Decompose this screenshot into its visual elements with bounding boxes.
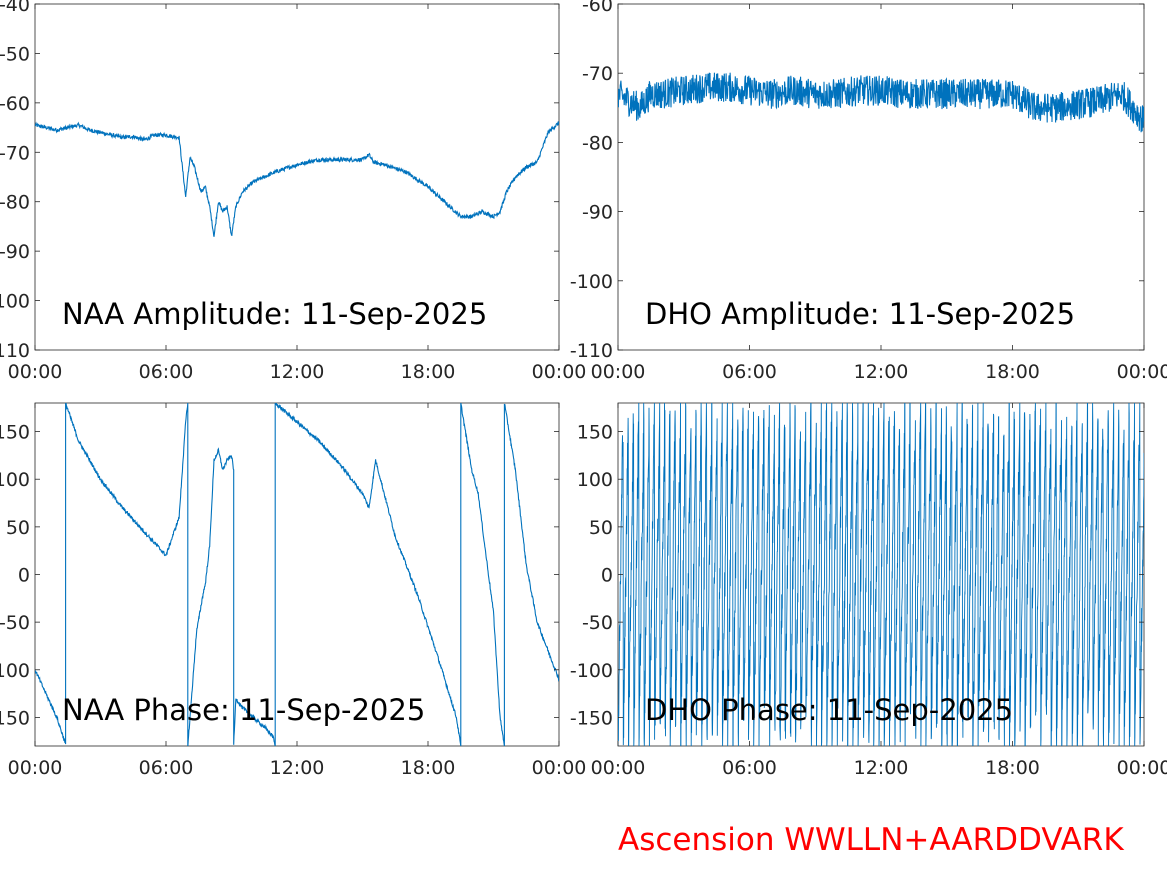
- y-tick-label: 100: [0, 469, 30, 491]
- y-tick-label: -150: [0, 707, 30, 729]
- x-tick-label: 00:00: [532, 757, 587, 779]
- x-tick-label: 00:00: [591, 757, 646, 779]
- x-tick-label: 12:00: [270, 757, 325, 779]
- x-tick-label: 18:00: [401, 361, 456, 383]
- y-tick-label: -60: [582, 0, 613, 16]
- y-tick-label: 50: [6, 517, 30, 539]
- y-tick-label: -110: [0, 340, 30, 362]
- y-tick-label: -90: [0, 241, 30, 263]
- series-line: [618, 72, 1144, 133]
- x-tick-label: 18:00: [985, 361, 1040, 383]
- panel-title: DHO Phase: 11-Sep-2025: [645, 693, 1013, 727]
- y-tick-label: -70: [582, 63, 613, 85]
- y-tick-label: -90: [582, 202, 613, 224]
- y-tick-label: -100: [0, 291, 30, 313]
- y-tick-label: -80: [582, 132, 613, 154]
- x-tick-label: 18:00: [985, 757, 1040, 779]
- y-tick-label: 0: [18, 565, 30, 587]
- x-tick-label: 00:00: [8, 757, 63, 779]
- x-tick-label: 18:00: [401, 757, 456, 779]
- x-tick-label: 12:00: [854, 361, 909, 383]
- y-tick-label: -50: [582, 612, 613, 634]
- series-line: [35, 121, 559, 237]
- x-tick-label: 12:00: [854, 757, 909, 779]
- x-tick-label: 00:00: [532, 361, 587, 383]
- y-tick-label: -70: [0, 142, 30, 164]
- y-tick-label: 150: [0, 422, 30, 444]
- y-tick-label: -110: [570, 340, 613, 362]
- y-tick-label: 100: [577, 469, 613, 491]
- series-line: [618, 403, 1144, 746]
- y-tick-label: -100: [570, 660, 613, 682]
- panel-title: NAA Phase: 11-Sep-2025: [62, 693, 425, 727]
- x-tick-label: 06:00: [722, 361, 777, 383]
- x-tick-label: 12:00: [270, 361, 325, 383]
- y-tick-label: -150: [570, 707, 613, 729]
- y-tick-label: -100: [0, 660, 30, 682]
- x-tick-label: 00:00: [1117, 757, 1167, 779]
- x-tick-label: 00:00: [8, 361, 63, 383]
- y-tick-label: -100: [570, 271, 613, 293]
- series-line: [35, 403, 559, 746]
- y-tick-label: 0: [601, 565, 613, 587]
- station-credit: Ascension WWLLN+AARDDVARK: [618, 822, 1124, 858]
- naa-amplitude-panel: -40-50-60-70-80-90-100-11000:0006:0012:0…: [0, 0, 586, 383]
- naa-phase-panel: 150 100 50 0 -50 -100 -150 00:00 06:00 12:00 18:00…: [0, 402, 587, 779]
- y-tick-label: -50: [0, 43, 30, 65]
- y-tick-label: -50: [0, 612, 30, 634]
- y-tick-label: 50: [589, 517, 613, 539]
- y-tick-label: -60: [0, 93, 30, 115]
- x-tick-label: 06:00: [722, 757, 777, 779]
- x-tick-label: 00:00: [591, 361, 646, 383]
- x-tick-label: 06:00: [139, 757, 194, 779]
- x-tick-label: 06:00: [139, 361, 194, 383]
- y-tick-label: 150: [577, 422, 613, 444]
- y-tick-label: -80: [0, 192, 30, 214]
- x-tick-label: 00:00: [1117, 361, 1167, 383]
- y-tick-label: -40: [0, 0, 30, 16]
- panel-title: DHO Amplitude: 11-Sep-2025: [645, 297, 1075, 331]
- dho-phase-panel: 150 100 50 0 -50 -100 -150 00:00 06:00 12:00 18:00…: [570, 402, 1167, 779]
- panel-title: NAA Amplitude: 11-Sep-2025: [62, 297, 487, 331]
